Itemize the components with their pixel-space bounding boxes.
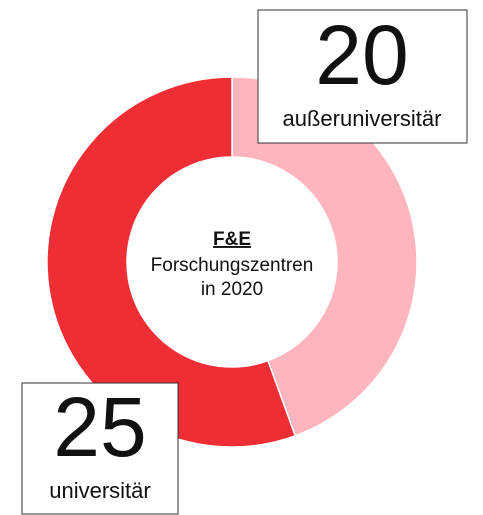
chart-subtitle: Forschungszentren bbox=[151, 255, 314, 276]
label-box bbox=[21, 382, 179, 515]
category-label: außeruniversitär bbox=[283, 106, 442, 131]
label-box bbox=[257, 9, 468, 144]
chart-subtitle: in 2020 bbox=[201, 279, 263, 300]
chart-title: F&E bbox=[213, 229, 251, 250]
value-label: 20 bbox=[315, 8, 408, 102]
category-label: universitär bbox=[49, 478, 150, 503]
value-label: 25 bbox=[53, 380, 146, 474]
